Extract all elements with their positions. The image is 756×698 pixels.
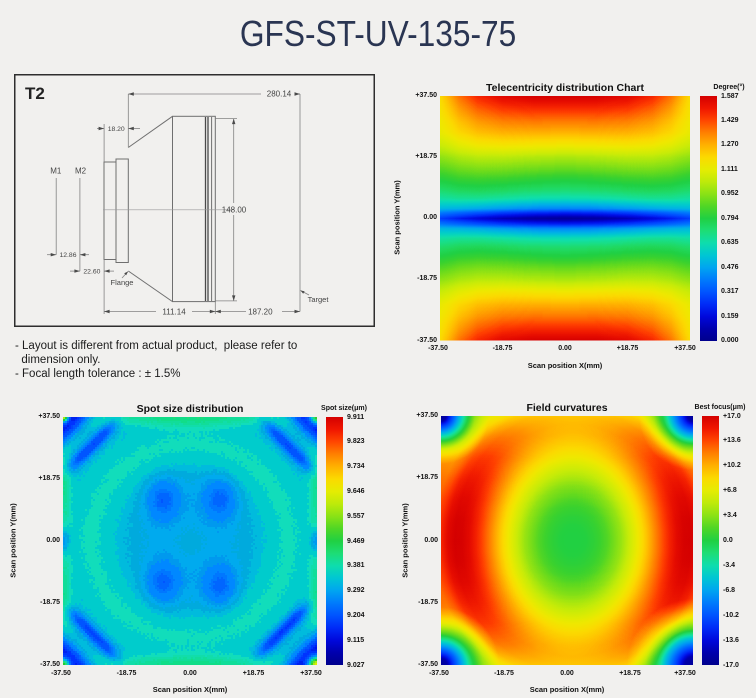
svg-text:M2: M2	[75, 167, 87, 176]
svg-text:280.14: 280.14	[267, 90, 292, 99]
svg-text:187.20: 187.20	[248, 307, 273, 316]
svg-text:18.20: 18.20	[108, 126, 125, 133]
svg-text:Target: Target	[308, 295, 330, 304]
svg-text:T2: T2	[25, 84, 45, 103]
svg-text:Flange: Flange	[111, 278, 134, 287]
svg-text:148.00: 148.00	[222, 205, 247, 214]
svg-text:12.86: 12.86	[59, 252, 76, 259]
svg-text:M1: M1	[50, 167, 62, 176]
svg-text:22.60: 22.60	[83, 269, 100, 276]
svg-text:111.14: 111.14	[162, 307, 186, 316]
